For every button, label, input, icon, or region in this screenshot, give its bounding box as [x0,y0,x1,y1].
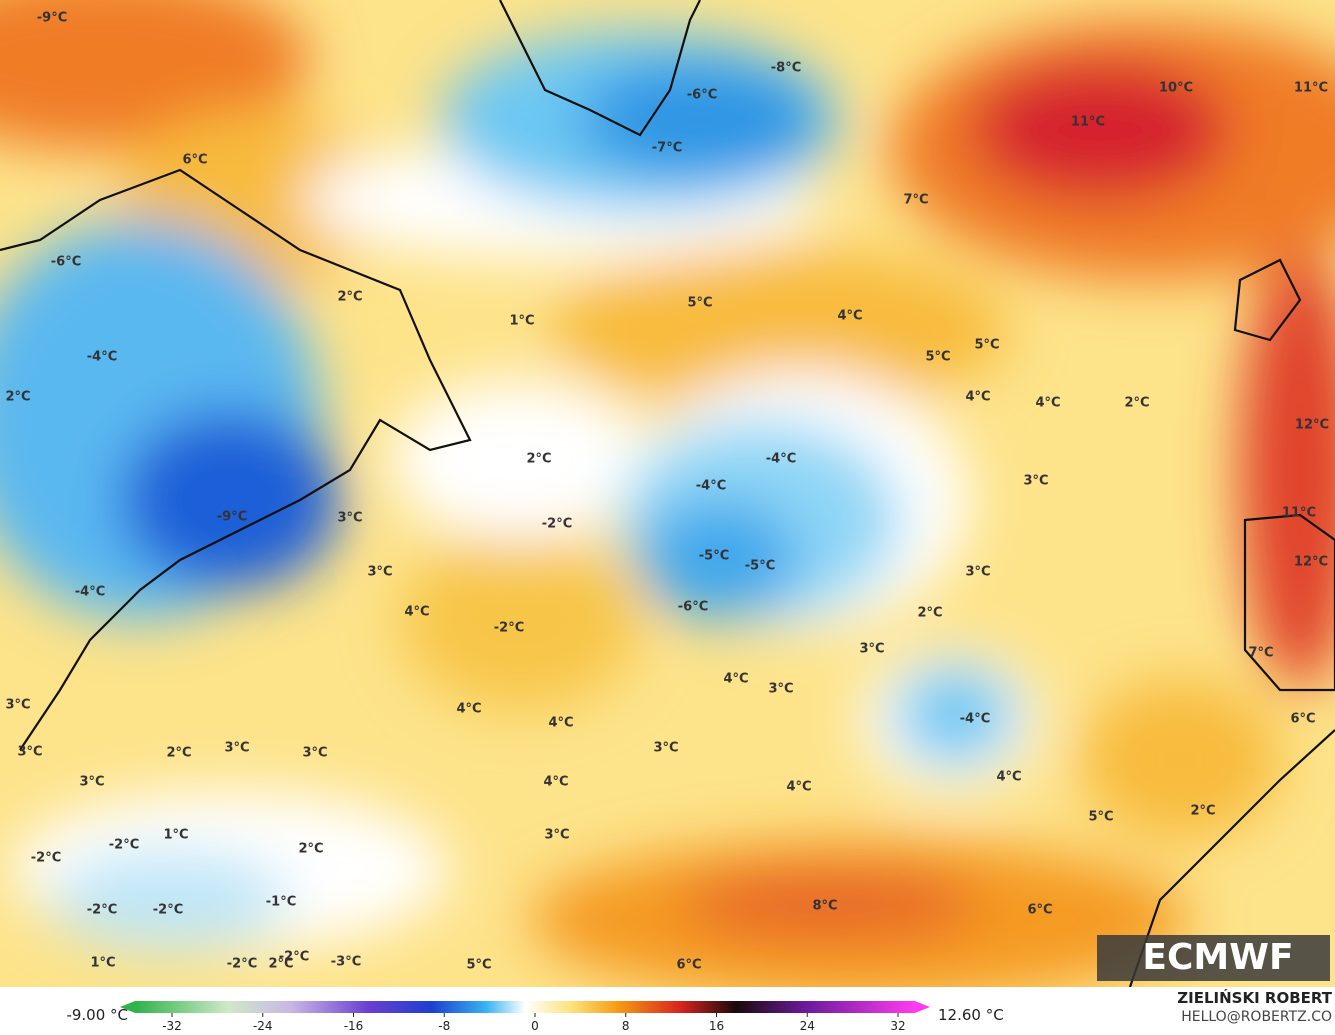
temperature-label: -9°C [37,11,67,26]
temperature-label: 3°C [544,828,569,843]
logo-box [1097,935,1330,981]
temperature-label: -4°C [960,712,990,727]
temperature-label: 7°C [1248,646,1273,661]
temperature-label: -2°C [109,838,139,853]
colorbar-tick-label: -24 [253,1019,273,1033]
temperature-label: -4°C [87,350,117,365]
temperature-label: 3°C [302,746,327,761]
colorbar-tick-label: -16 [344,1019,364,1033]
temperature-label: -5°C [699,549,729,564]
temperature-label: -6°C [51,255,81,270]
temperature-label: -3°C [331,955,361,970]
temperature-label: 4°C [965,390,990,405]
temperature-label: 6°C [676,958,701,973]
temperature-label: 5°C [925,350,950,365]
temperature-label: 1°C [90,956,115,971]
temperature-label: 4°C [786,780,811,795]
temperature-label: 5°C [687,296,712,311]
temperature-label: 11°C [1294,81,1328,96]
temperature-label: 10°C [1159,81,1193,96]
temperature-label: 6°C [182,153,207,168]
temperature-label: -1°C [266,895,296,910]
temperature-label: 2°C [1190,804,1215,819]
temperature-label: 2°C [268,957,293,972]
temperature-label: -2°C [279,950,309,965]
temperature-label: 3°C [859,642,884,657]
anomaly-field [0,0,1335,987]
temperature-label: 8°C [812,899,837,914]
temperature-label: 2°C [1124,396,1149,411]
temperature-label: 6°C [1290,712,1315,727]
temperature-label: 4°C [1035,396,1060,411]
temperature-label: -2°C [542,517,572,532]
temperature-label: 6°C [1027,903,1052,918]
temperature-label: -2°C [227,957,257,972]
temperature-label: -5°C [745,559,775,574]
temperature-label: 3°C [17,745,42,760]
temperature-label: -6°C [678,600,708,615]
temperature-label: 2°C [298,842,323,857]
colorbar-tick-label: 32 [890,1019,905,1033]
coastline [0,0,1335,987]
temperature-label: 1°C [163,828,188,843]
temperature-label: 3°C [768,682,793,697]
temperature-label: -2°C [494,621,524,636]
temperature-label: 5°C [974,338,999,353]
temperature-label: 2°C [526,452,551,467]
colorbar [135,1001,915,1013]
temperature-label: -2°C [31,851,61,866]
temperature-label: 3°C [653,741,678,756]
temperature-label: -7°C [652,141,682,156]
temperature-label: 3°C [337,511,362,526]
temperature-label: 7°C [903,193,928,208]
legend-max: 12.60 °C [938,1006,1004,1024]
temperature-label: 3°C [965,565,990,580]
temperature-label: -2°C [87,903,117,918]
logo: ECMWF [1142,937,1293,978]
temperature-label: 2°C [166,746,191,761]
colorbar-tick-label: 0 [531,1019,539,1033]
temperature-label: -4°C [696,479,726,494]
temperature-label: 4°C [404,605,429,620]
temperature-label: 1°C [509,314,534,329]
temperature-label: 4°C [837,309,862,324]
colorbar-end [915,1001,930,1013]
temperature-label: 3°C [367,565,392,580]
temperature-label: 4°C [723,672,748,687]
colorbar-tick-label: 24 [800,1019,815,1033]
temperature-label: 4°C [996,770,1021,785]
temperature-label: 2°C [337,290,362,305]
colorbar-tick-label: -8 [438,1019,450,1033]
temperature-label: 11°C [1071,115,1105,130]
temperature-label: 4°C [456,702,481,717]
colorbar-tick-label: 8 [622,1019,630,1033]
temperature-label: -4°C [75,585,105,600]
temperature-label: 5°C [1088,810,1113,825]
colorbar-tick-label: -32 [162,1019,182,1033]
temperature-label: 12°C [1295,418,1329,433]
temperature-label: 12°C [1294,555,1328,570]
legend-min: -9.00 °C [66,1006,128,1024]
temperature-label: 4°C [548,716,573,731]
temperature-label: -6°C [687,88,717,103]
temperature-label: 11°C [1282,506,1316,521]
temperature-label: 3°C [1023,474,1048,489]
temperature-label: 5°C [466,958,491,973]
temperature-label: -8°C [771,61,801,76]
credit-name: ZIELIŃSKI ROBERT [1177,988,1332,1007]
temperature-label: -2°C [153,903,183,918]
colorbar-tick-label: 16 [709,1019,724,1033]
temperature-label: 3°C [79,775,104,790]
colorbar-end [120,1001,135,1013]
temperature-label: -9°C [217,510,247,525]
temperature-label: 2°C [5,390,30,405]
temperature-label: 3°C [5,698,30,713]
temperature-label: 4°C [543,775,568,790]
temperature-label: 2°C [917,606,942,621]
temperature-label: -4°C [766,452,796,467]
credit-email: HELLO@ROBERTZ.CO [1181,1009,1332,1025]
temperature-label: 3°C [224,741,249,756]
